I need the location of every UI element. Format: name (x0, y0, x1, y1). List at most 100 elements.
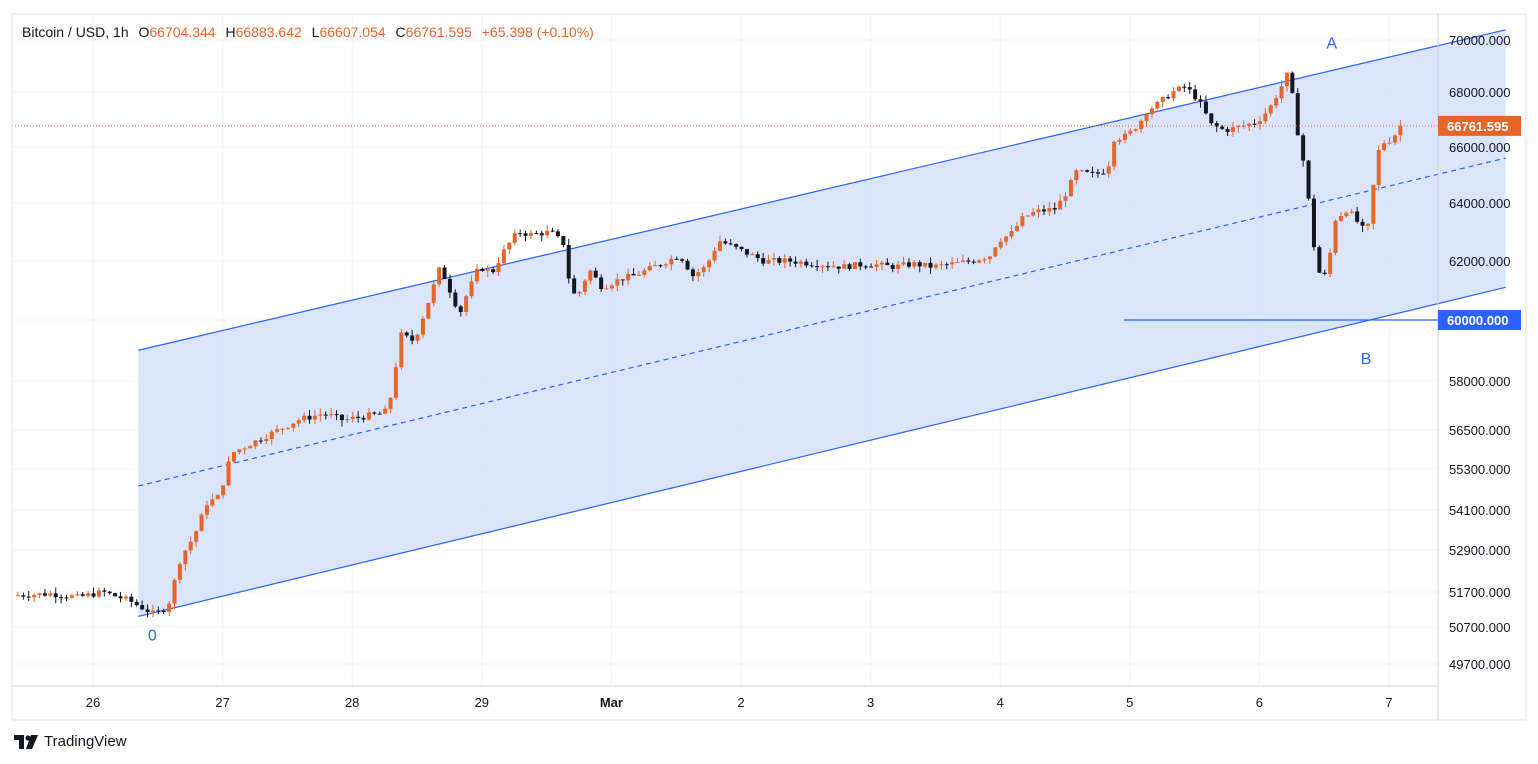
candle-down (555, 231, 560, 237)
candle-up (437, 267, 442, 285)
candle-up (426, 302, 431, 319)
candle-down (1225, 128, 1230, 132)
candle-down (836, 266, 841, 269)
candle-up (296, 420, 301, 424)
candle-up (1328, 252, 1333, 274)
candle-up (204, 505, 209, 515)
candle-up (1031, 212, 1036, 216)
candle-down (1203, 101, 1208, 114)
candle-down (453, 292, 458, 307)
candle-up (701, 267, 706, 273)
candle-down (53, 593, 58, 598)
candle-down (755, 254, 760, 259)
price-tick-label: 68000.000 (1449, 85, 1510, 100)
anchor-a-label: A (1326, 36, 1337, 53)
candle-up (1365, 223, 1370, 226)
high-label: H (225, 24, 236, 40)
candle-down (1220, 126, 1225, 129)
channel-middle-line (138, 157, 1506, 487)
candle-up (32, 595, 37, 598)
candle-down (442, 267, 447, 279)
last-price-badge (1438, 115, 1521, 136)
candle-down (728, 243, 733, 245)
candle-down (1355, 211, 1360, 222)
candle-up (469, 281, 474, 297)
candle-up (69, 595, 74, 598)
candle-up (901, 262, 906, 265)
candle-up (280, 428, 285, 430)
channel-fill (138, 29, 1506, 617)
candle-down (1198, 99, 1203, 102)
candle-down (863, 266, 868, 268)
candle-up (1079, 170, 1084, 172)
candle-down (410, 335, 415, 341)
candle-up (312, 415, 317, 420)
candle-up (998, 241, 1003, 248)
candle-down (809, 265, 814, 267)
candle-down (161, 610, 166, 612)
candle-down (1290, 72, 1295, 94)
candle-up (86, 593, 91, 596)
chart-frame (11, 13, 1527, 721)
candle-down (59, 597, 64, 599)
candle-up (1133, 129, 1138, 131)
candle-up (194, 531, 199, 542)
candle-down (761, 258, 766, 264)
candle-down (1095, 172, 1100, 174)
candle-up (75, 594, 80, 596)
candle-down (917, 262, 922, 267)
candle-down (1209, 113, 1214, 124)
candle-down (258, 440, 263, 442)
candle-up (663, 264, 668, 266)
candle-up (636, 274, 641, 276)
candle-up (1128, 130, 1133, 134)
candle-down (1090, 171, 1095, 173)
candle-up (1338, 216, 1343, 221)
candle-down (26, 596, 31, 598)
candle-up (350, 416, 355, 420)
high-value: 66883.642 (235, 24, 302, 40)
candle-up (1382, 143, 1387, 150)
candle-down (885, 262, 890, 266)
candle-up (269, 431, 274, 440)
candle-up (1014, 225, 1019, 232)
candle-up (987, 256, 992, 260)
candle-down (1052, 208, 1057, 210)
open-label: O (138, 24, 150, 40)
candle-up (512, 233, 517, 243)
tradingview-brand[interactable]: TradingView (14, 733, 127, 750)
symbol-legend: Bitcoin / USD, 1h O66704.344 H66883.642 … (22, 24, 594, 40)
time-tick-label: 27 (215, 695, 229, 710)
candle-up (318, 414, 323, 416)
candle-up (1047, 208, 1052, 212)
candle-down (1306, 160, 1311, 199)
candle-down (1182, 86, 1187, 88)
candle-up (717, 241, 722, 251)
candle-up (1074, 170, 1079, 181)
candle-down (1193, 89, 1198, 100)
candle-up (248, 446, 253, 449)
candle-up (771, 258, 776, 260)
regression-channel[interactable] (138, 29, 1506, 618)
candle-up (15, 595, 20, 597)
candle-down (680, 259, 685, 261)
candle-down (21, 595, 26, 597)
low-label: L (311, 24, 320, 40)
candle-up (1376, 149, 1381, 185)
candle-up (642, 270, 647, 275)
candle-up (366, 412, 371, 420)
candle-up (1171, 91, 1176, 99)
candle-up (960, 260, 965, 262)
candle-down (1085, 170, 1090, 172)
candle-down (561, 236, 566, 246)
candle-up (1236, 126, 1241, 128)
price-tick-label: 66000.000 (1449, 140, 1510, 155)
level-badge-label: 60000.000 (1447, 313, 1508, 328)
candle-down (550, 230, 555, 232)
candle-up (896, 264, 901, 270)
candle-up (950, 262, 955, 265)
candle-up (291, 423, 296, 428)
candle-up (842, 264, 847, 269)
price-tick-label: 54100.000 (1449, 503, 1510, 518)
